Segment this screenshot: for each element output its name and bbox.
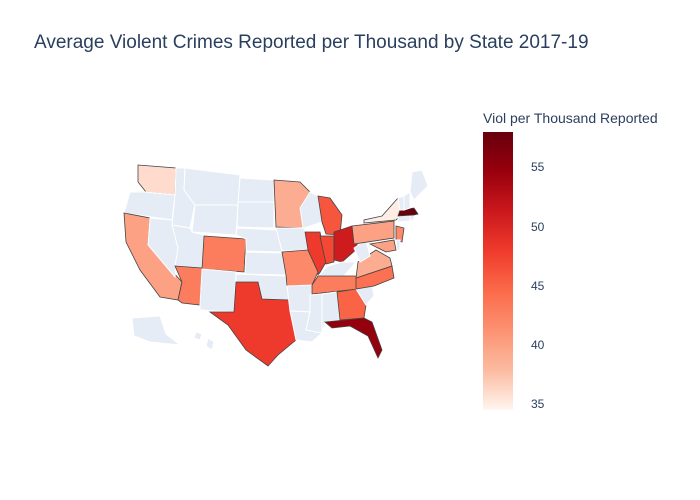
state-fl[interactable] xyxy=(324,317,383,359)
state-oh[interactable] xyxy=(333,225,359,263)
chart-title: Average Violent Crimes Reported per Thou… xyxy=(34,32,589,53)
state-ak[interactable] xyxy=(131,315,182,346)
colorbar xyxy=(483,132,513,410)
state-md[interactable] xyxy=(368,239,397,253)
colorbar-tick: 45 xyxy=(531,278,545,293)
state-ri[interactable] xyxy=(409,214,415,221)
state-nj[interactable] xyxy=(395,225,405,243)
state-nh[interactable] xyxy=(403,191,411,211)
state-ms[interactable] xyxy=(305,293,323,334)
state-nm[interactable] xyxy=(199,268,237,313)
state-ks[interactable] xyxy=(244,251,287,276)
state-de[interactable] xyxy=(395,239,401,251)
colorbar-tick: 35 xyxy=(531,397,545,412)
state-co[interactable] xyxy=(201,235,247,273)
state-ar[interactable] xyxy=(286,284,313,313)
us-state-map[interactable] xyxy=(0,0,480,500)
colorbar-tick: 55 xyxy=(531,160,545,175)
state-sd[interactable] xyxy=(236,201,275,229)
state-ga[interactable] xyxy=(336,288,367,321)
state-pa[interactable] xyxy=(351,220,395,245)
state-wy[interactable] xyxy=(191,204,239,236)
state-va[interactable] xyxy=(355,249,393,279)
state-mt[interactable] xyxy=(183,167,241,206)
colorbar-tick: 50 xyxy=(531,219,545,234)
state-wa[interactable] xyxy=(137,164,177,196)
state-tx[interactable] xyxy=(208,281,297,367)
state-ia[interactable] xyxy=(275,227,309,252)
state-mi[interactable] xyxy=(317,195,343,236)
state-in[interactable] xyxy=(319,235,335,265)
colorbar-tick: 40 xyxy=(531,337,545,352)
state-hi[interactable] xyxy=(193,331,215,351)
colorbar-title: Viol per Thousand Reported xyxy=(483,110,658,126)
state-me[interactable] xyxy=(409,169,429,201)
state-nd[interactable] xyxy=(237,177,275,203)
